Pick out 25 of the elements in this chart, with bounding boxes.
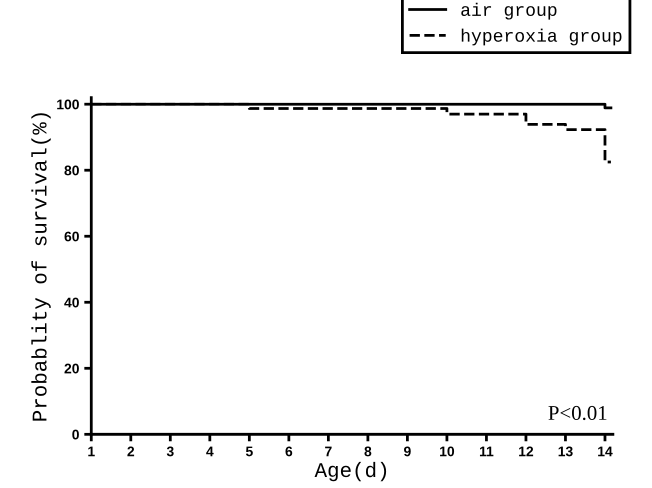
x-tick-label: 7	[325, 446, 332, 456]
x-axis-title: Age(d)	[314, 462, 386, 482]
y-tick-label: 20	[64, 364, 79, 374]
x-tick-label: 9	[404, 446, 411, 456]
x-tick-label: 10	[440, 446, 454, 456]
x-tick-label: 1	[88, 446, 95, 456]
legend-label: hyperoxia group	[462, 28, 622, 46]
annotation: P<0.01	[548, 406, 606, 420]
legend-label: air group	[461, 2, 556, 20]
y-tick-label: 40	[64, 298, 79, 308]
x-tick-label: 6	[286, 446, 292, 456]
y-tick-label: 100	[57, 100, 79, 110]
x-tick-label: 3	[166, 446, 174, 456]
y-axis-title: Probablity of survival(%)	[31, 113, 51, 421]
x-tick-label: 8	[364, 446, 372, 456]
x-tick-label: 11	[480, 446, 494, 456]
y-tick-label: 0	[72, 430, 79, 440]
y-tick-label: 80	[64, 166, 79, 176]
y-tick-label: 60	[64, 232, 79, 242]
x-tick-label: 14	[598, 446, 613, 456]
x-tick-label: 12	[519, 446, 534, 456]
x-tick-label: 2	[127, 446, 134, 456]
x-tick-label: 13	[558, 446, 573, 456]
x-tick-label: 5	[246, 446, 253, 456]
x-tick-label: 4	[206, 446, 214, 456]
